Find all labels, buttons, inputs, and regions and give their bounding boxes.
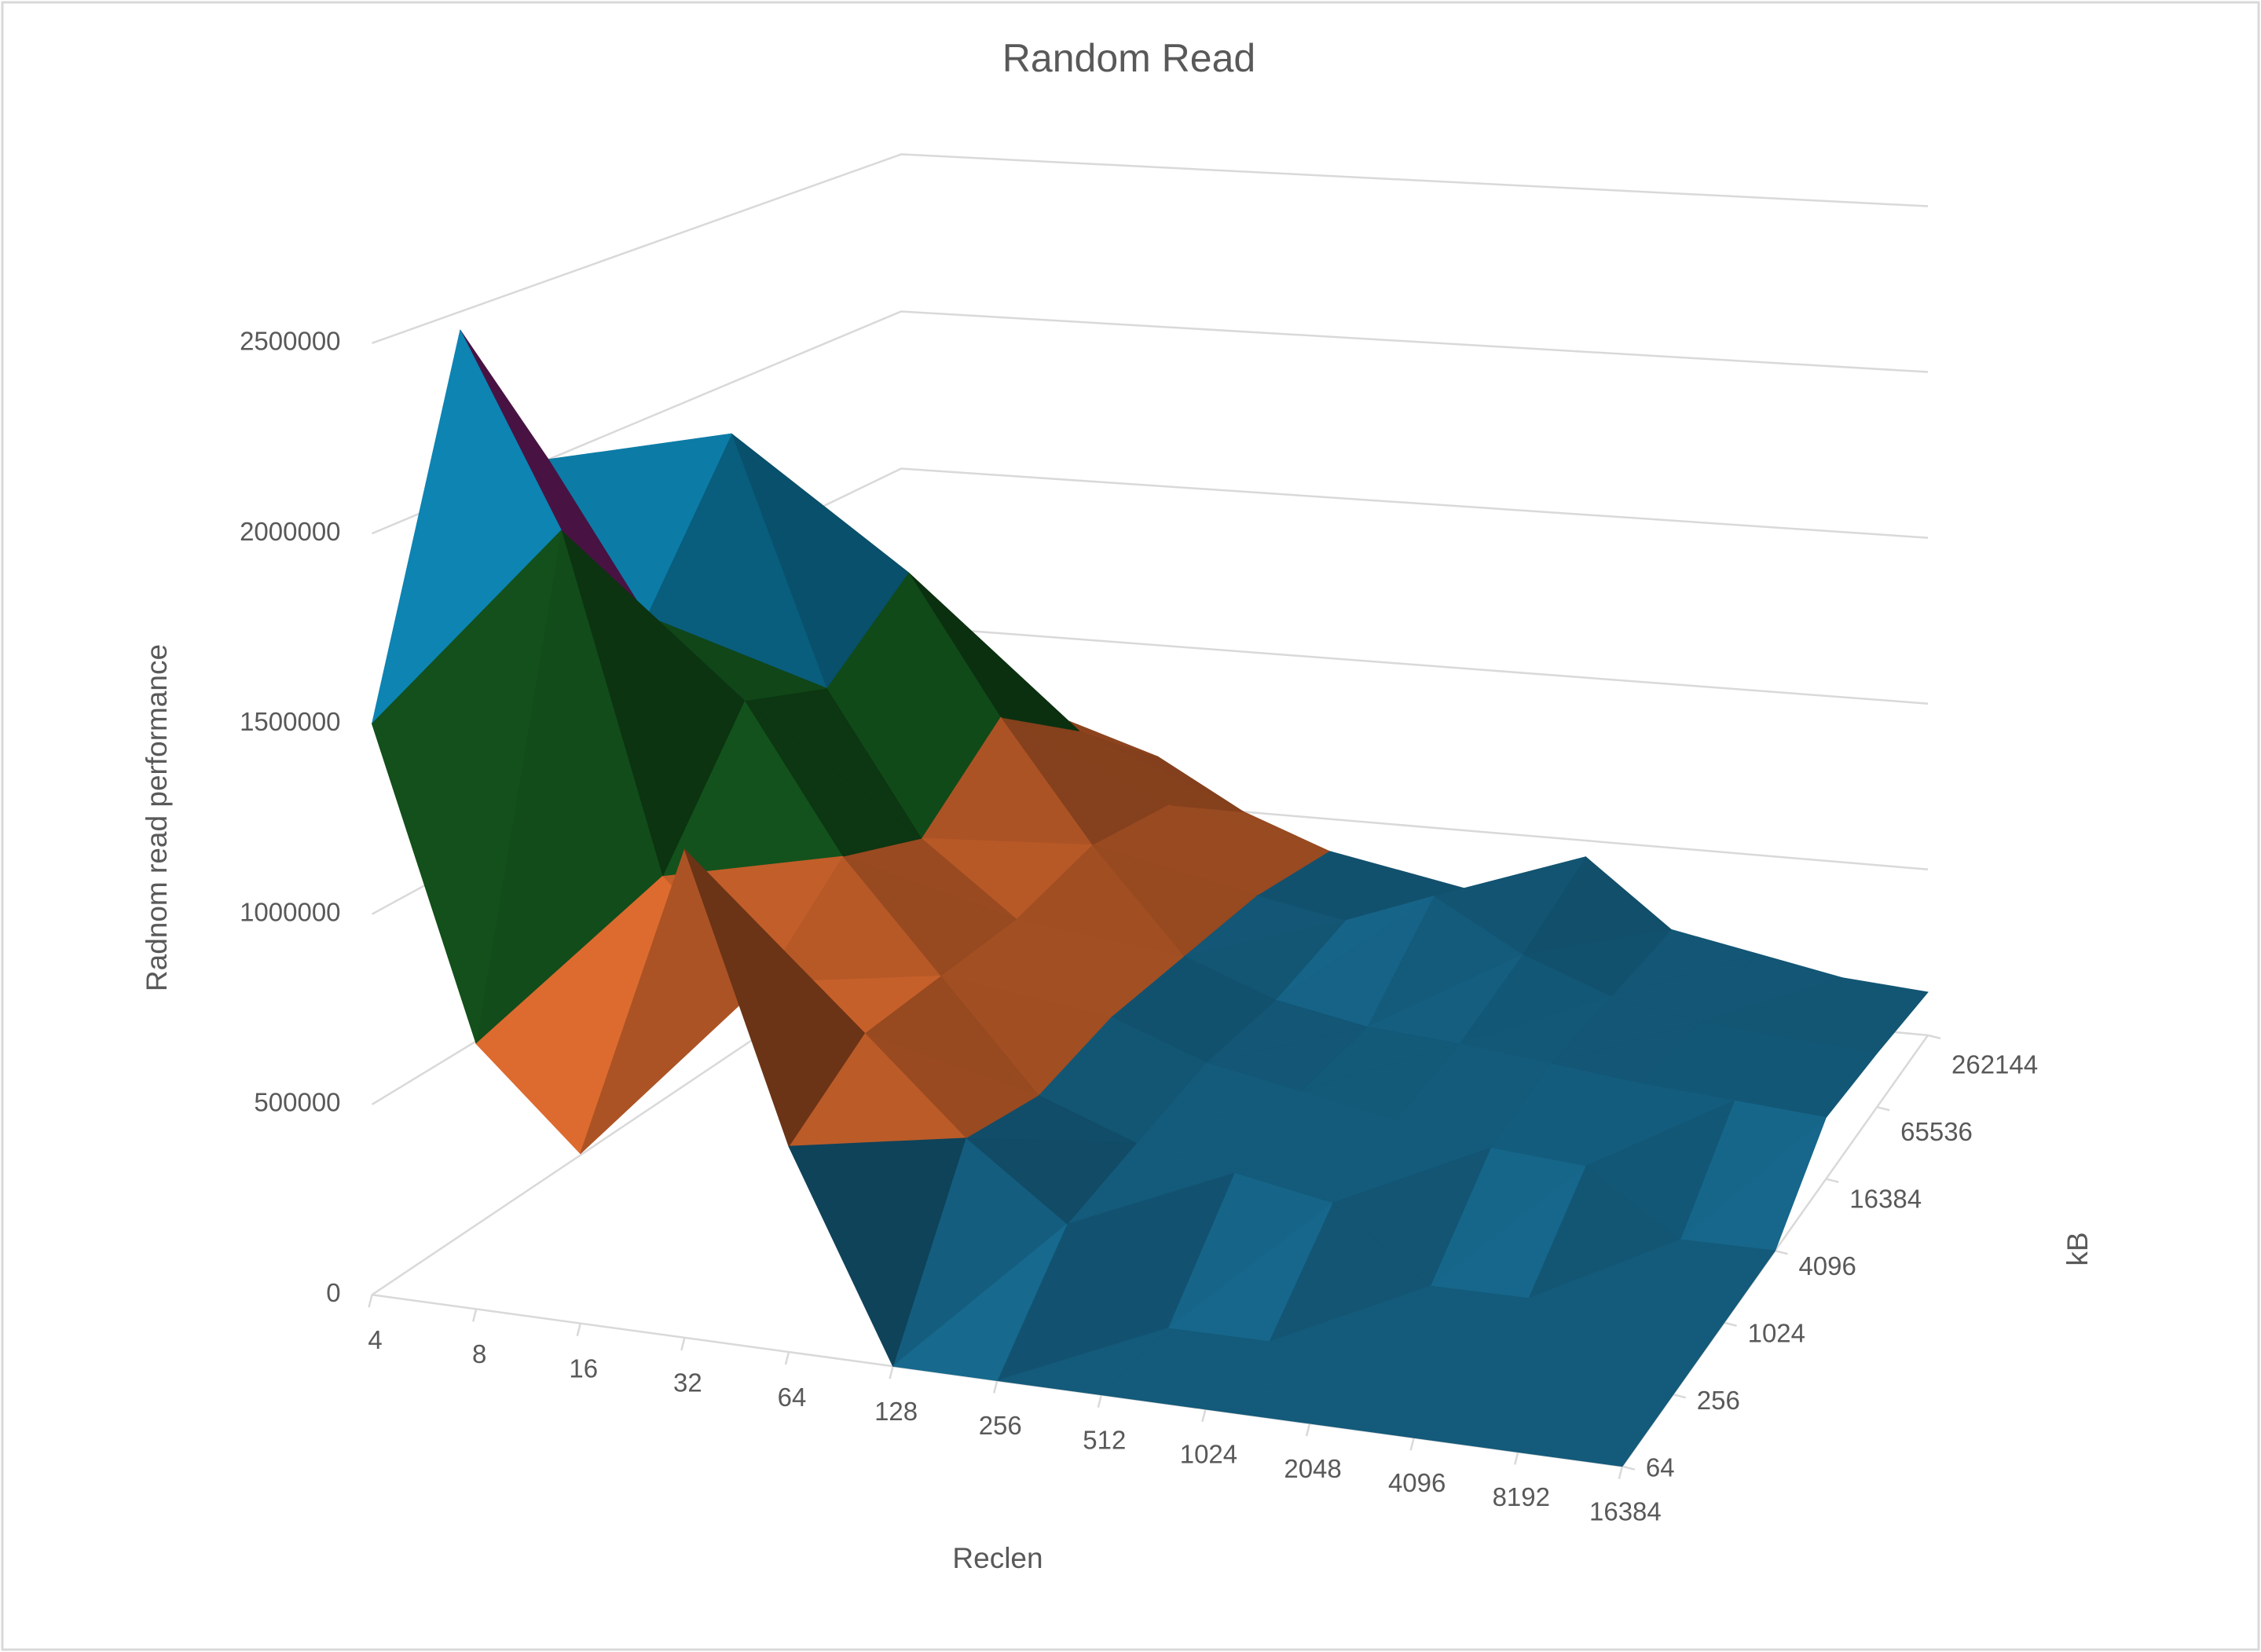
x-tick-label: 4	[368, 1325, 382, 1354]
x-tick-mark	[1097, 1394, 1103, 1408]
depth-tick-label: 65536	[1900, 1117, 1973, 1146]
depth-tick-mark	[1876, 1106, 1890, 1112]
depth-tick-mark	[1724, 1321, 1737, 1327]
depth-tick-label: 262144	[1951, 1050, 2038, 1079]
x-tick-mark	[993, 1380, 999, 1394]
surface-facet	[996, 1328, 1168, 1396]
surface-facet	[1517, 1394, 1674, 1467]
x-tick-mark	[1201, 1408, 1207, 1423]
z-tick-label: 2000000	[240, 517, 340, 546]
surface-facet	[788, 1137, 966, 1367]
surface-facet	[1204, 1354, 1371, 1424]
x-tick-label: 8192	[1493, 1482, 1550, 1511]
x-tick-label: 32	[673, 1368, 702, 1397]
surface-facet	[1101, 1341, 1270, 1410]
depth-tick-mark	[1927, 1034, 1941, 1040]
x-tick-mark	[784, 1351, 790, 1365]
x-tick-mark	[889, 1365, 894, 1379]
depth-tick-mark	[1622, 1465, 1636, 1471]
z-tick-label: 2500000	[240, 327, 340, 356]
z-tick-label: 1000000	[240, 897, 340, 926]
surface-facet	[372, 529, 562, 1045]
x-tick-label: 8	[472, 1339, 486, 1368]
x-tick-label: 16	[569, 1353, 598, 1383]
x-tick-label: 1024	[1180, 1440, 1237, 1469]
depth-tick-label: 256	[1697, 1386, 1740, 1415]
z-tick-label: 0	[326, 1278, 340, 1307]
x-tick-label: 4096	[1388, 1468, 1446, 1497]
depth-tick-label: 4096	[1798, 1251, 1856, 1280]
chart-title: Random Read	[1002, 36, 1255, 80]
depth-tick-label: 16384	[1849, 1185, 1922, 1214]
surface-facet	[892, 1224, 1068, 1381]
x-tick-mark	[1514, 1452, 1519, 1465]
surface-facet	[475, 876, 663, 1155]
x-tick-mark	[1618, 1466, 1624, 1479]
z-axis-title: Radnom read performance	[141, 644, 173, 991]
depth-tick-mark	[1673, 1393, 1687, 1399]
z-tick-label: 1500000	[240, 707, 340, 736]
x-tick-label: 512	[1083, 1425, 1126, 1454]
x-tick-mark	[1305, 1423, 1311, 1437]
x-tick-label: 16384	[1589, 1496, 1662, 1526]
depth-tick-label: 1024	[1748, 1318, 1805, 1347]
x-tick-mark	[368, 1294, 373, 1308]
grid-line	[372, 153, 1929, 345]
x-tick-mark	[680, 1337, 686, 1351]
surface-facet	[1413, 1380, 1573, 1452]
x-tick-mark	[471, 1309, 478, 1322]
depth-tick-mark	[1775, 1250, 1788, 1255]
x-tick-mark	[576, 1323, 581, 1336]
x-axis-title: Reclen	[952, 1542, 1043, 1574]
surface-facet	[1309, 1367, 1471, 1438]
depth-tick-label: 64	[1646, 1452, 1675, 1482]
x-tick-label: 64	[778, 1383, 807, 1412]
depth-axis-title: kB	[2061, 1232, 2094, 1266]
z-tick-label: 500000	[254, 1088, 340, 1117]
x-tick-mark	[1409, 1437, 1415, 1451]
surface-facet	[683, 848, 865, 1147]
x-tick-label: 2048	[1284, 1454, 1341, 1483]
depth-tick-mark	[1826, 1178, 1839, 1184]
x-tick-label: 128	[874, 1397, 918, 1426]
x-tick-label: 256	[979, 1411, 1022, 1440]
